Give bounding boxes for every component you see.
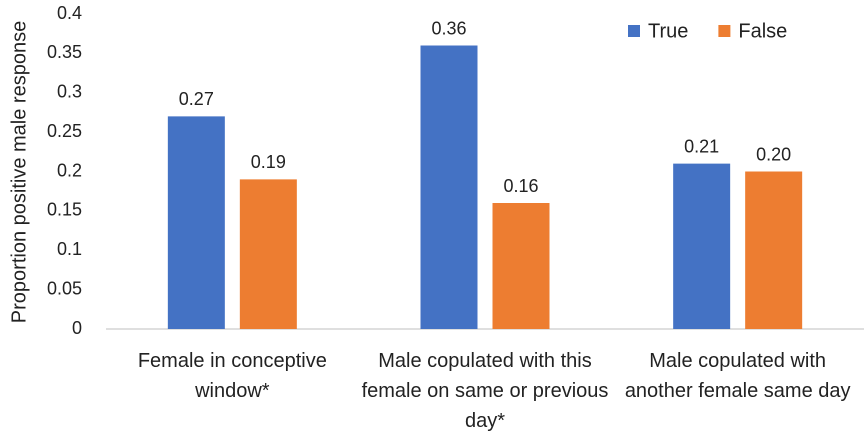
legend-swatch	[718, 25, 731, 37]
legend-label: True	[648, 20, 688, 42]
y-tick-label: 0.3	[57, 82, 82, 102]
legend-swatch	[628, 25, 640, 37]
bar	[167, 116, 225, 329]
bar	[673, 163, 731, 329]
x-tick-label: Male copulated with this female on same …	[361, 350, 609, 432]
x-tick-label: Male copulated with another female same …	[624, 350, 851, 402]
legend-label: False	[738, 20, 787, 42]
bar	[420, 45, 478, 329]
y-tick-label: 0.05	[47, 278, 82, 298]
bar	[492, 203, 550, 329]
y-tick-label: 0.15	[47, 200, 82, 220]
y-tick-label: 0.4	[57, 3, 82, 23]
y-tick-label: 0	[72, 318, 82, 338]
value-label: 0.21	[684, 136, 719, 156]
bar	[239, 179, 297, 329]
y-axis-label: Proportion positive male response	[8, 21, 30, 323]
y-tick-label: 0.25	[47, 121, 82, 141]
value-label: 0.19	[251, 152, 286, 172]
value-label: 0.27	[179, 89, 214, 109]
y-tick-label: 0.2	[57, 160, 82, 180]
y-tick-label: 0.35	[47, 42, 82, 62]
value-label: 0.20	[756, 144, 791, 164]
x-tick-label: Female in conceptive window*	[137, 350, 327, 402]
value-label: 0.16	[503, 176, 538, 196]
value-label: 0.36	[431, 18, 466, 38]
bar	[745, 171, 803, 329]
y-tick-label: 0.1	[57, 239, 82, 259]
